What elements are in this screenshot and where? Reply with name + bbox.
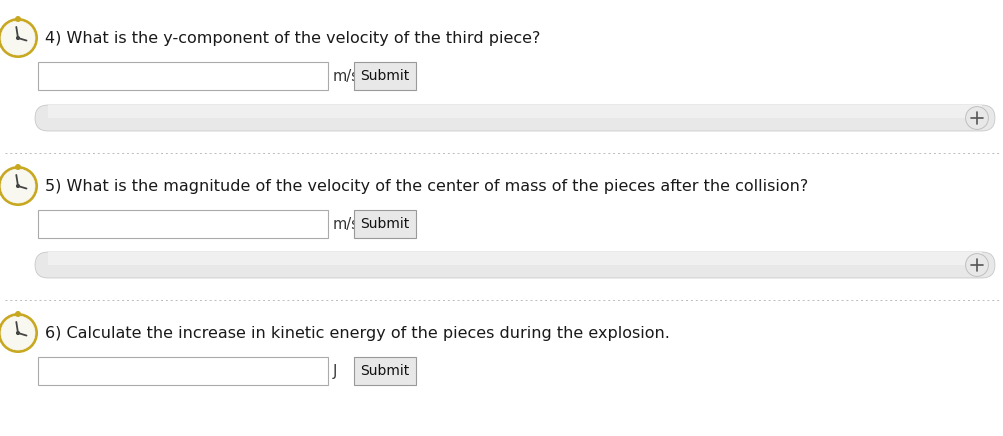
Circle shape xyxy=(965,254,987,276)
Circle shape xyxy=(0,18,38,58)
Text: Submit: Submit xyxy=(360,364,409,378)
Text: m/s: m/s xyxy=(333,217,359,232)
Circle shape xyxy=(15,16,21,22)
Text: 6) Calculate the increase in kinetic energy of the pieces during the explosion.: 6) Calculate the increase in kinetic ene… xyxy=(45,326,669,341)
Text: 5) What is the magnitude of the velocity of the center of mass of the pieces aft: 5) What is the magnitude of the velocity… xyxy=(45,178,807,194)
Text: Submit: Submit xyxy=(360,69,409,83)
FancyBboxPatch shape xyxy=(38,62,328,90)
Circle shape xyxy=(0,313,38,353)
FancyBboxPatch shape xyxy=(35,105,994,131)
Circle shape xyxy=(1,169,35,203)
Circle shape xyxy=(965,107,987,129)
FancyBboxPatch shape xyxy=(48,105,981,118)
FancyBboxPatch shape xyxy=(38,210,328,238)
Text: 4) What is the y-component of the velocity of the third piece?: 4) What is the y-component of the veloci… xyxy=(45,31,540,45)
Circle shape xyxy=(964,253,988,277)
Text: J: J xyxy=(333,364,337,378)
FancyBboxPatch shape xyxy=(354,210,415,238)
FancyBboxPatch shape xyxy=(38,357,328,385)
Circle shape xyxy=(17,37,19,39)
Circle shape xyxy=(15,164,21,170)
Circle shape xyxy=(15,311,21,317)
FancyBboxPatch shape xyxy=(48,252,981,265)
Circle shape xyxy=(1,21,35,55)
FancyBboxPatch shape xyxy=(35,252,994,278)
Circle shape xyxy=(17,332,19,334)
Text: Submit: Submit xyxy=(360,217,409,231)
FancyBboxPatch shape xyxy=(354,357,415,385)
Circle shape xyxy=(964,106,988,130)
FancyBboxPatch shape xyxy=(354,62,415,90)
Circle shape xyxy=(0,166,38,206)
Circle shape xyxy=(17,184,19,187)
Text: m/s: m/s xyxy=(333,68,359,84)
Circle shape xyxy=(1,316,35,350)
